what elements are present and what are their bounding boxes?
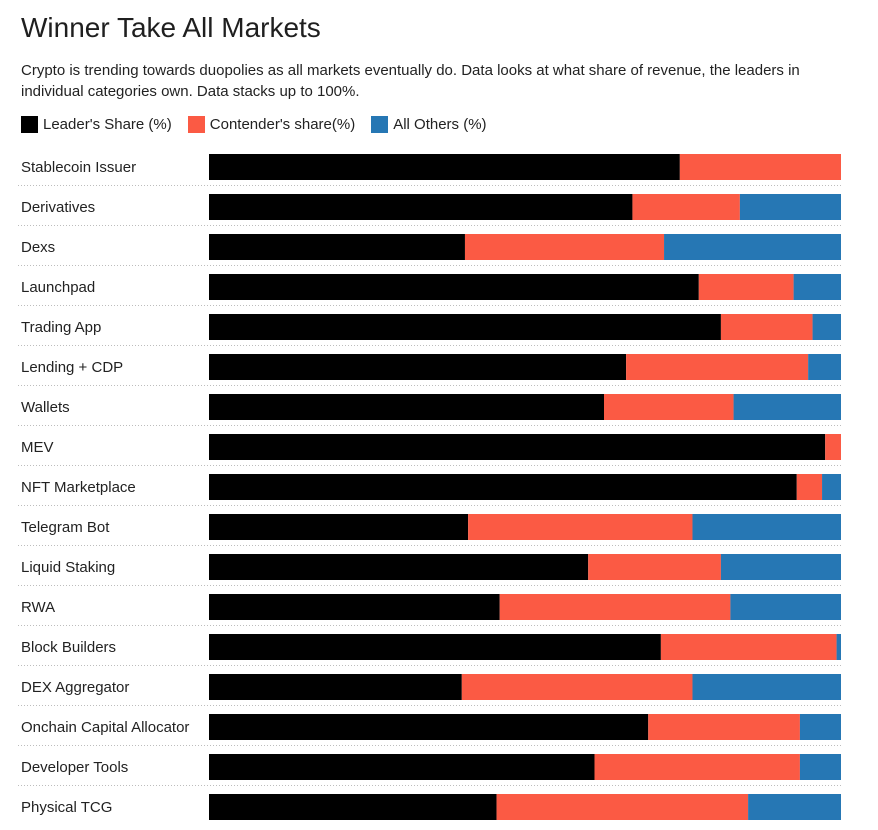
legend-swatch-contender — [187, 116, 205, 133]
bar-segment-others — [799, 714, 841, 740]
bar-segment-contender — [632, 194, 740, 220]
bar-segment-contender — [496, 794, 749, 820]
category-label: Onchain Capital Allocator — [21, 719, 189, 736]
category-label: Wallets — [21, 399, 70, 416]
bar-segment-contender — [461, 674, 693, 700]
category-label: Derivatives — [21, 199, 95, 216]
bar-row: Liquid Staking — [18, 554, 842, 586]
legend-label-leader: Leader's Share (%) — [43, 116, 172, 133]
bar-row: Physical TCG — [21, 794, 841, 820]
category-label: Lending + CDP — [21, 359, 123, 376]
bar-segment-others — [692, 514, 841, 540]
bar-row: NFT Marketplace — [18, 474, 842, 506]
bar-row: Trading App — [18, 314, 842, 346]
bar-segment-others — [730, 594, 841, 620]
bar-segment-leader — [209, 514, 469, 540]
bar-segment-others — [692, 674, 841, 700]
legend-swatch-others — [371, 116, 389, 133]
bar-segment-contender — [825, 434, 841, 460]
bar-segment-leader — [209, 354, 627, 380]
legend-label-contender: Contender's share(%) — [209, 116, 356, 133]
bar-row: Dexs — [18, 234, 842, 266]
bar-segment-leader — [209, 274, 699, 300]
category-label: MEV — [21, 439, 54, 456]
bar-row: DEX Aggregator — [18, 674, 842, 706]
bar-segment-leader — [209, 434, 826, 460]
bar-row: Telegram Bot — [18, 514, 842, 546]
bar-segment-contender — [796, 474, 823, 500]
bar-segment-contender — [660, 634, 837, 660]
bar-segment-others — [799, 754, 841, 780]
bar-row: Wallets — [18, 394, 842, 426]
bar-row: Onchain Capital Allocator — [18, 714, 842, 746]
bar-segment-contender — [588, 554, 721, 580]
stacked-bar-chart: Stablecoin Issuer Derivatives Dexs Launchpa… — [18, 154, 842, 820]
bar-row: Launchpad — [18, 274, 842, 306]
bar-row: Developer Tools — [18, 754, 842, 786]
category-label: Block Builders — [21, 639, 116, 656]
legend-item-others: All Others (%) — [371, 116, 487, 133]
bar-segment-others — [720, 554, 841, 580]
bar-segment-others — [836, 634, 841, 660]
bar-segment-leader — [209, 674, 462, 700]
category-label: RWA — [21, 599, 55, 616]
bar-segment-contender — [464, 234, 665, 260]
bar-segment-others — [808, 354, 841, 380]
bar-row: RWA — [18, 594, 842, 626]
bar-segment-leader — [209, 554, 589, 580]
bar-segment-contender — [648, 714, 800, 740]
bar-segment-contender — [594, 754, 800, 780]
bar-row: Lending + CDP — [18, 354, 842, 386]
bar-segment-contender — [499, 594, 731, 620]
category-label: Dexs — [21, 239, 55, 256]
bar-segment-contender — [604, 394, 734, 420]
bar-segment-contender — [626, 354, 809, 380]
bar-segment-leader — [209, 154, 680, 180]
bar-segment-leader — [209, 394, 604, 420]
category-label: DEX Aggregator — [21, 679, 129, 696]
bar-segment-others — [822, 474, 841, 500]
bar-segment-contender — [468, 514, 693, 540]
legend-label-others: All Others (%) — [393, 116, 487, 133]
chart-legend: Leader's Share (%) Contender's share(%) … — [21, 116, 503, 133]
category-label: NFT Marketplace — [21, 479, 136, 496]
bar-row: Block Builders — [18, 634, 842, 666]
bar-segment-others — [812, 314, 841, 340]
category-label: Stablecoin Issuer — [21, 159, 136, 176]
category-label: Physical TCG — [21, 799, 112, 816]
category-label: Launchpad — [21, 279, 95, 296]
category-label: Trading App — [21, 319, 101, 336]
category-label: Liquid Staking — [21, 559, 115, 576]
bar-segment-contender — [720, 314, 813, 340]
bar-segment-leader — [209, 754, 595, 780]
category-label: Telegram Bot — [21, 519, 110, 536]
bar-segment-leader — [209, 234, 465, 260]
bar-segment-leader — [209, 794, 497, 820]
legend-swatch-leader — [21, 116, 38, 133]
bar-segment-others — [748, 794, 841, 820]
bar-segment-leader — [209, 634, 661, 660]
bar-segment-contender — [698, 274, 794, 300]
chart-subtitle: Crypto is trending towards duopolies as … — [21, 62, 800, 100]
bar-segment-others — [739, 194, 841, 220]
bar-segment-others — [793, 274, 841, 300]
legend-item-leader: Leader's Share (%) — [21, 116, 172, 133]
bar-segment-leader — [209, 594, 500, 620]
bar-row: Derivatives — [18, 194, 842, 226]
bar-row: MEV — [18, 434, 842, 466]
bar-segment-contender — [679, 154, 841, 180]
chart-title: Winner Take All Markets — [21, 12, 321, 43]
bar-segment-leader — [209, 474, 797, 500]
category-label: Developer Tools — [21, 759, 128, 776]
bar-segment-leader — [209, 714, 649, 740]
bar-segment-others — [664, 234, 841, 260]
legend-item-contender: Contender's share(%) — [187, 116, 356, 133]
bar-row: Stablecoin Issuer — [18, 154, 842, 186]
bar-segment-others — [733, 394, 841, 420]
bar-segment-leader — [209, 314, 721, 340]
bar-segment-leader — [209, 194, 633, 220]
